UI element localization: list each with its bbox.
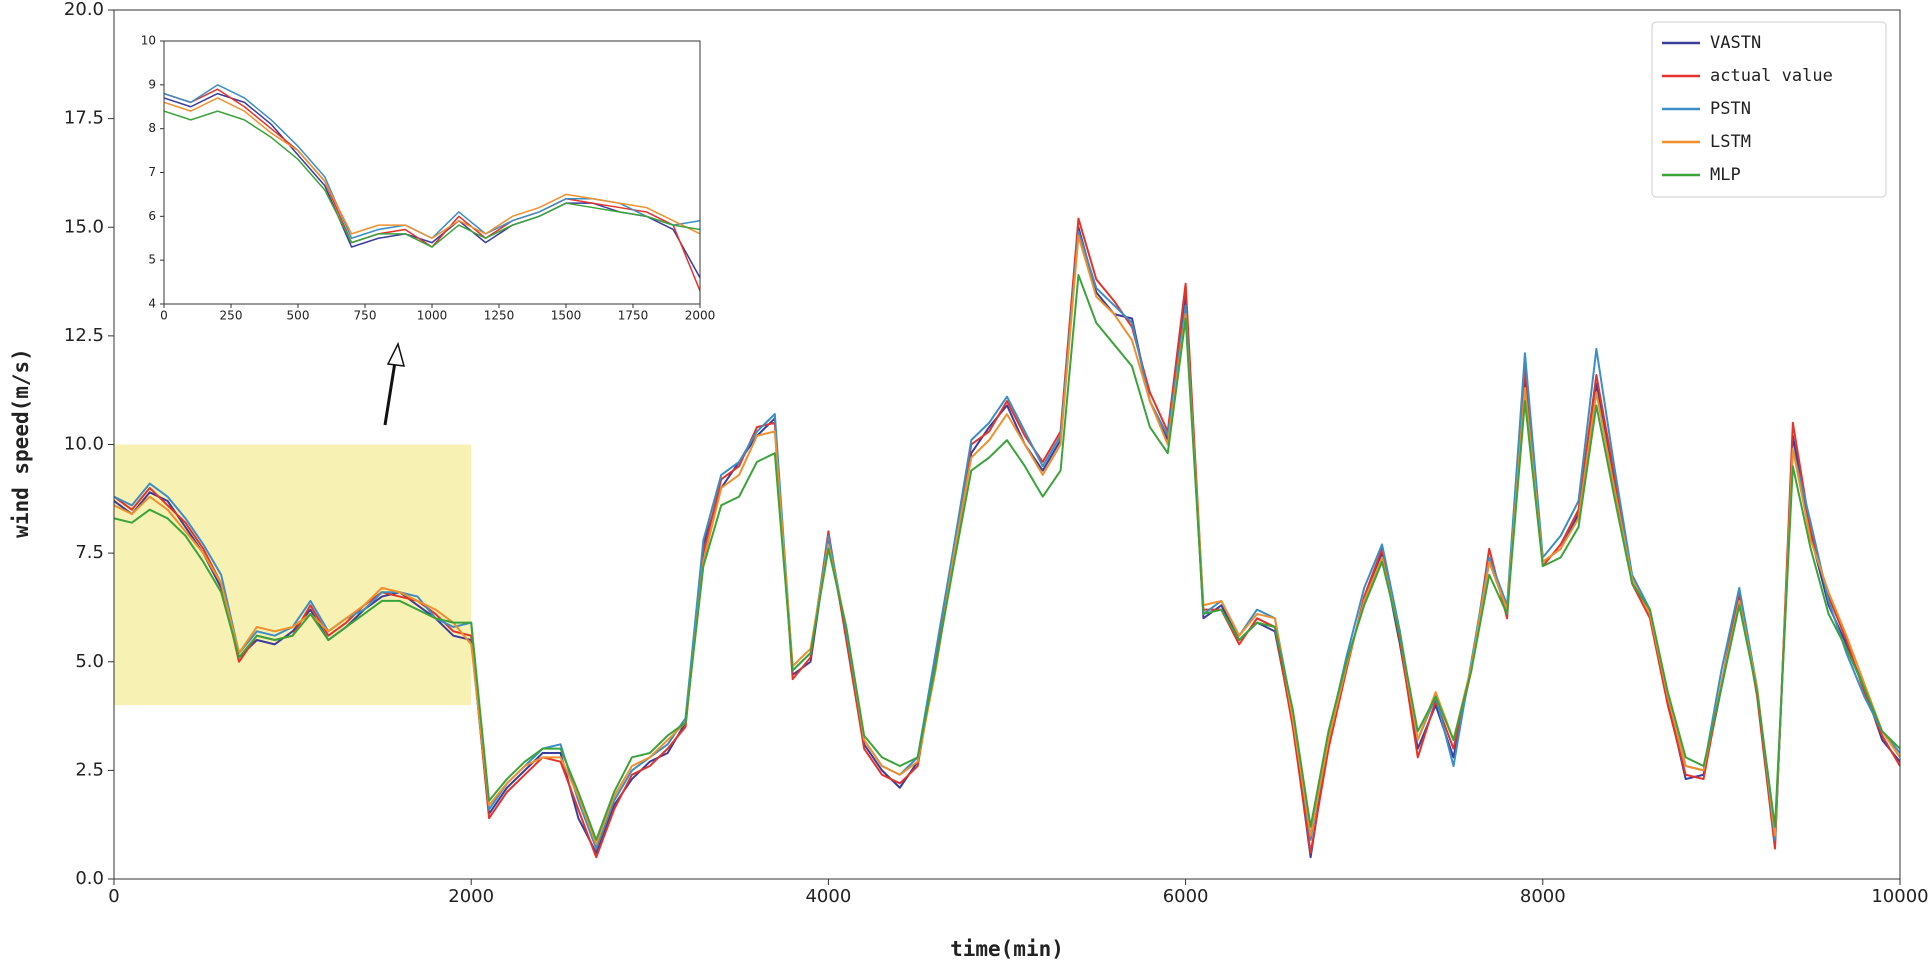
y-tick-label: 10.0 <box>64 434 104 455</box>
series-line <box>114 217 1900 859</box>
arrow-shaft <box>383 361 397 426</box>
plot-area: 0 250 500 750 1000 1250 1500 1750 2000 4 5 6 7 8 9 10 <box>133 22 715 332</box>
y-tick-label: 10 <box>141 34 156 48</box>
x-tick-label: 1750 <box>618 309 649 323</box>
zoom-highlight <box>114 444 472 706</box>
y-tick-label: 4 <box>148 297 156 311</box>
x-tick-label: 2000 <box>685 309 716 323</box>
x-tick-label: 6000 <box>1163 886 1209 907</box>
y-tick-label: 12.5 <box>64 325 104 346</box>
legend-box <box>1651 21 1887 198</box>
x-tick-label: 1000 <box>417 309 448 323</box>
y-tick-label: 5.0 <box>75 651 104 672</box>
legend-label: LSTM <box>1710 132 1751 152</box>
y-axis-label: wind speed(m/s) <box>9 348 33 538</box>
series-lines <box>114 217 1900 859</box>
series-line <box>114 234 1900 846</box>
x-tick-label: 2000 <box>448 886 494 907</box>
arrow-head <box>386 341 406 367</box>
y-tick-label: 9 <box>148 77 156 91</box>
x-tick-label: 10000 <box>1871 886 1928 907</box>
y-tick-label: 7.5 <box>75 542 104 563</box>
x-tick-label: 8000 <box>1520 886 1566 907</box>
legend-label: VASTN <box>1710 33 1761 53</box>
x-axis-label: time(min) <box>950 937 1064 961</box>
inset-background <box>133 22 712 332</box>
y-tick-label: 0.0 <box>75 868 104 889</box>
y-tick-label: 15.0 <box>64 216 104 237</box>
series-line <box>164 97 700 239</box>
x-tick-label: 750 <box>354 309 377 323</box>
x-tick-label: 0 <box>160 309 168 323</box>
zoom-arrow <box>383 341 406 426</box>
y-tick-label: 20.0 <box>64 0 104 20</box>
x-tick-label: 250 <box>220 309 243 323</box>
series-lines <box>164 84 700 292</box>
axes-frame <box>163 40 701 305</box>
legend-label: PSTN <box>1710 99 1751 119</box>
series-line <box>114 230 1900 850</box>
y-tick-label: 8 <box>148 121 156 135</box>
y-tick-label: 6 <box>148 209 156 223</box>
y-tick-label: 5 <box>148 253 156 267</box>
legend-label: MLP <box>1710 165 1741 185</box>
y-tick-label: 7 <box>148 165 156 179</box>
plot-area: 0 2000 4000 6000 8000 100000.02.55.07.510.012… <box>64 0 1929 907</box>
x-tick-label: 0 <box>108 886 119 907</box>
x-tick-label: 4000 <box>805 886 851 907</box>
series-line <box>114 226 1900 859</box>
x-tick-label: 1250 <box>484 309 515 323</box>
y-tick-label: 17.5 <box>64 108 104 129</box>
series-line <box>164 92 700 279</box>
series-line <box>164 110 700 248</box>
series-line <box>114 274 1900 841</box>
axes-frame <box>113 9 1901 880</box>
y-tick-label: 2.5 <box>75 759 104 780</box>
legend-label: actual value <box>1710 66 1833 86</box>
legend: VASTN actual value PSTN LSTM MLP <box>1651 21 1887 198</box>
x-tick-label: 500 <box>287 309 310 323</box>
x-tick-label: 1500 <box>551 309 582 323</box>
